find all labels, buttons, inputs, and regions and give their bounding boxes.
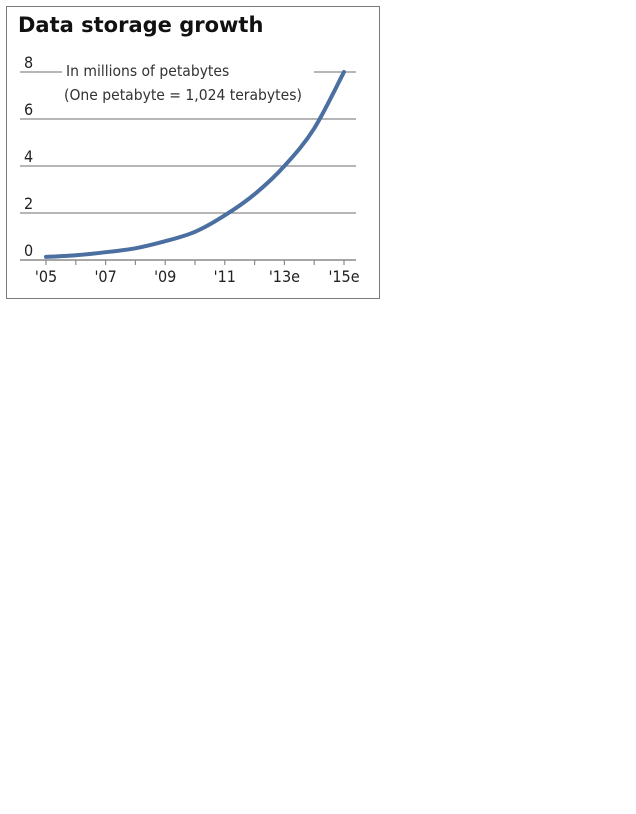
x-tick-label: '11	[214, 267, 236, 286]
y-axis-ticks: 0 2 4 6 8	[24, 53, 33, 260]
y-tick-label: 4	[24, 147, 33, 166]
chart-subtitle: In millions of petabytes	[66, 62, 229, 80]
x-tick-label: '13e	[269, 267, 300, 286]
series-layer	[44, 70, 346, 259]
x-tick-label: '09	[154, 267, 176, 286]
chart-annotation: In millions of petabytes (One petabyte =…	[62, 56, 314, 108]
y-tick-label: 0	[24, 241, 33, 260]
y-tick-label: 8	[24, 53, 33, 72]
chart-title: Data storage growth	[18, 13, 264, 37]
x-tick-label: '07	[94, 267, 116, 286]
chart-frame	[6, 6, 380, 299]
y-tick-label: 2	[24, 194, 33, 213]
y-tick-label: 6	[24, 100, 33, 119]
x-tick-label: '15e	[328, 267, 359, 286]
chart-note: (One petabyte = 1,024 terabytes)	[64, 86, 302, 104]
x-tick-label: '05	[35, 267, 57, 286]
line-chart: 0 2 4 6 8 '05 '07 '09 '11 '13e '15e In millions o…	[20, 53, 360, 286]
x-axis-ticks: '05 '07 '09 '11 '13e '15e	[35, 260, 360, 286]
annotation-background	[62, 56, 314, 108]
